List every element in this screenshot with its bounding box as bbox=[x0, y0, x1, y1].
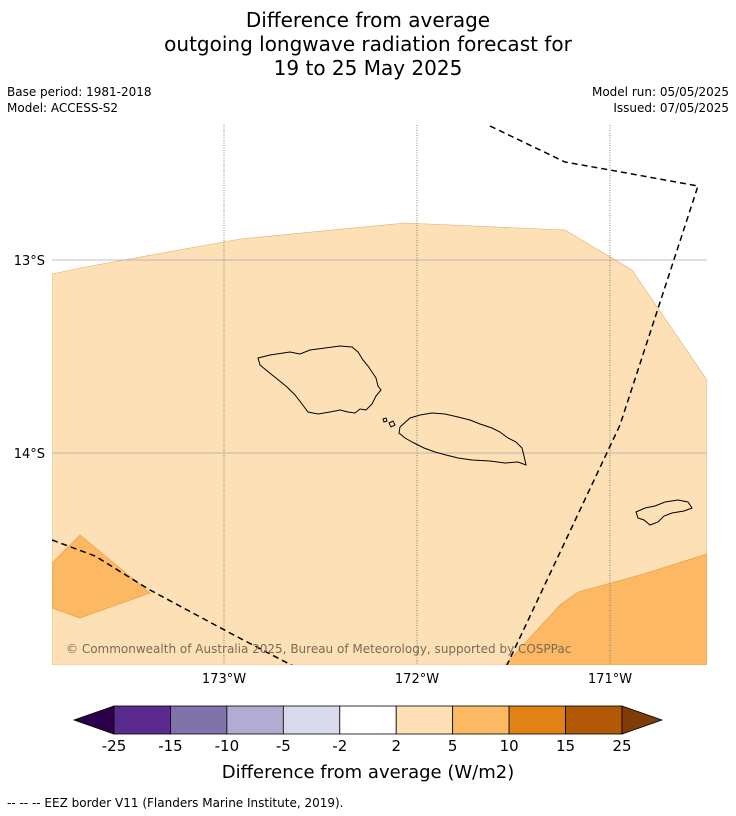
colorbar-title: Difference from average (W/m2) bbox=[222, 762, 514, 783]
anomaly-region-5-10-se bbox=[504, 553, 707, 665]
island-savaii bbox=[257, 345, 382, 415]
colorbar-bin bbox=[339, 705, 397, 735]
colorbar-tick-label: 10 bbox=[500, 737, 519, 755]
lon-label-172w: 172°W bbox=[395, 672, 439, 687]
anomaly-region-2-5 bbox=[52, 222, 707, 665]
colorbar-bin bbox=[508, 705, 566, 735]
colorbar-bin bbox=[452, 705, 510, 735]
issued-date: Issued: 07/05/2025 bbox=[613, 101, 729, 115]
anomaly-region-5-10-sw bbox=[52, 534, 151, 619]
colorbar-tick-label: 25 bbox=[612, 737, 631, 755]
eez-border-southwest bbox=[52, 539, 293, 665]
colorbar-bin bbox=[170, 705, 228, 735]
colorbar-arrow-low bbox=[72, 705, 115, 735]
colorbar-tick-label: -25 bbox=[102, 737, 127, 755]
colorbar-tick-label: -2 bbox=[332, 737, 347, 755]
copyright-note: © Commonwealth of Australia 2025, Bureau… bbox=[66, 642, 571, 656]
model-run: Model run: 05/05/2025 bbox=[591, 85, 729, 99]
chart-title: Difference from average outgoing longwav… bbox=[0, 8, 736, 80]
colorbar-bin bbox=[226, 705, 284, 735]
title-line-3: 19 to 25 May 2025 bbox=[273, 56, 463, 80]
island-upolu bbox=[398, 412, 527, 466]
colorbar-bin bbox=[565, 705, 623, 735]
colorbar-tick-label: 2 bbox=[391, 737, 401, 755]
colorbar: -25 -15 -10 -5 -2 2 5 10 15 25 bbox=[72, 705, 664, 755]
eez-footnote: -- -- -- EEZ border V11 (Flanders Marine… bbox=[7, 796, 344, 810]
title-line-2: outgoing longwave radiation forecast for bbox=[164, 32, 572, 56]
meta-right: Model run: 05/05/2025 Issued: 07/05/2025 bbox=[592, 84, 729, 116]
island-manono bbox=[388, 420, 396, 428]
colorbar-tick-label: 5 bbox=[448, 737, 458, 755]
title-line-1: Difference from average bbox=[245, 8, 491, 32]
lon-label-171w: 171°W bbox=[588, 672, 632, 687]
colorbar-bin bbox=[395, 705, 454, 735]
colorbar-tick-label: -10 bbox=[215, 737, 240, 755]
colorbar-bin bbox=[113, 705, 171, 735]
lon-label-173w: 173°W bbox=[202, 672, 246, 687]
island-apolima bbox=[382, 417, 388, 423]
island-tutuila bbox=[635, 499, 693, 526]
model-name: Model: ACCESS-S2 bbox=[7, 101, 119, 115]
lat-label-14s: 14°S bbox=[14, 447, 45, 462]
lat-label-13s: 13°S bbox=[14, 254, 45, 269]
colorbar-tick-label: -15 bbox=[158, 737, 183, 755]
map-panel: © Commonwealth of Australia 2025, Bureau… bbox=[52, 125, 707, 665]
eez-border-east bbox=[489, 125, 699, 665]
colorbar-bin bbox=[282, 705, 341, 735]
meta-left: Base period: 1981-2018 Model: ACCESS-S2 bbox=[7, 84, 152, 116]
colorbar-tick-label: 15 bbox=[556, 737, 575, 755]
colorbar-arrow-high bbox=[621, 705, 664, 735]
base-period: Base period: 1981-2018 bbox=[7, 85, 152, 99]
colorbar-tick-label: -5 bbox=[276, 737, 291, 755]
